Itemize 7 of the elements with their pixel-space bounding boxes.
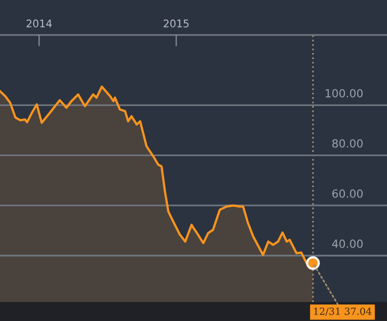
y-tick-label: 80.00 [332, 139, 363, 148]
y-tick-label: 100.00 [326, 89, 363, 98]
y-tick-label: 40.00 [332, 240, 363, 248]
x-tick-label: 2014 [26, 20, 52, 28]
x-tick-label: 2015 [164, 20, 189, 28]
y-tick-label: 60.00 [332, 189, 363, 198]
annotation: 12/31 37.04 [314, 308, 372, 316]
